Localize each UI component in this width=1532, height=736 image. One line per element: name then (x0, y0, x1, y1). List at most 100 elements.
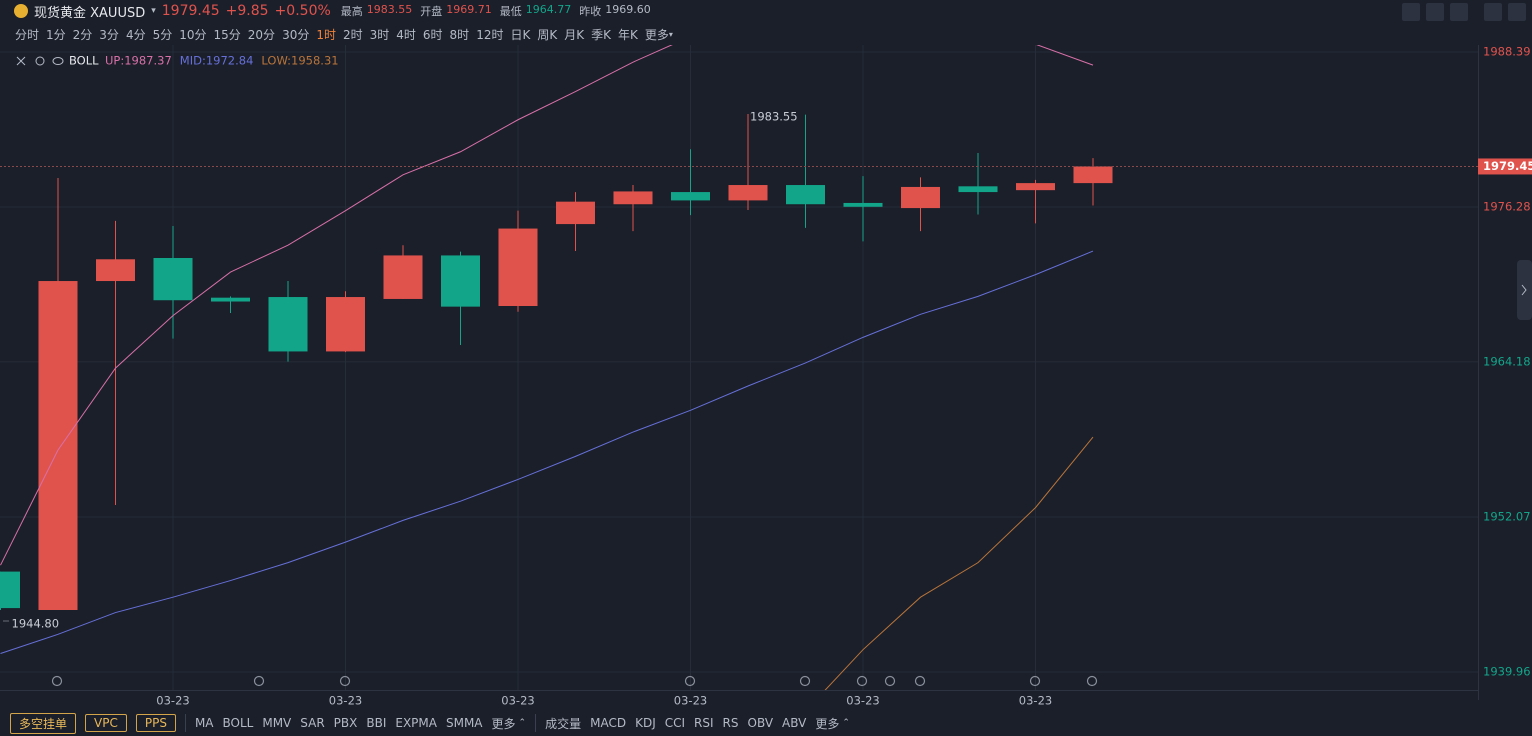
indicator[interactable]: 更多 (815, 716, 840, 731)
timeframe[interactable]: 周K (537, 27, 558, 42)
timeframes: 分时 1分 2分 3分 4分 5分 10分 15分 20分 30分 1时 2时 3时 4时 6时 8时 12时日… (15, 24, 673, 44)
legend-entry: MID:1972.84 (180, 54, 254, 68)
timeframe[interactable]: 4时 (396, 27, 416, 42)
stat-value: 1969.71 (446, 3, 492, 16)
indicator[interactable]: ABV (782, 716, 807, 730)
boll-line (0, 45, 1094, 566)
icon-button[interactable] (1484, 3, 1502, 21)
timeframe[interactable]: 20分 (247, 27, 276, 42)
toolbar-button[interactable]: PPS (135, 714, 176, 732)
timeframe[interactable]: 10分 (179, 27, 207, 42)
icon-button[interactable] (1450, 3, 1468, 21)
side-toggle[interactable] (1517, 260, 1532, 320)
stats: 最高 1983.55 开盘 1969.71 最低 1964.77 昨收 1969.60 (337, 3, 651, 19)
candle-body (498, 228, 538, 306)
candle-body (211, 297, 250, 302)
indicator[interactable]: PBX (333, 716, 358, 730)
caret: ⌃ (518, 718, 527, 728)
annotation: 1983.55 (750, 109, 798, 123)
legend-entry: UP:1987.37 (105, 54, 172, 68)
indicator[interactable]: 成交量 (545, 716, 582, 731)
header: 现货黄金 XAUUSD ▾ 1979.45 +9.85 +0.50% 最高 1983… (14, 0, 651, 22)
indicator[interactable]: 更多 (491, 716, 516, 731)
indicator[interactable]: EXPMA (395, 716, 437, 730)
icon-button[interactable] (1426, 3, 1444, 21)
x-tick-label: 03-23 (846, 694, 879, 708)
timeframe[interactable]: 12时 (476, 27, 504, 42)
timeframe[interactable]: 1分 (46, 27, 66, 42)
y-tick-label: 1939.96 (1483, 664, 1531, 678)
timeframe[interactable]: 5分 (152, 27, 173, 42)
change: +9.85 (225, 3, 269, 19)
y-tick-label: 1976.28 (1483, 200, 1531, 214)
indicator[interactable]: RS (722, 716, 739, 730)
legend-icons[interactable] (16, 56, 64, 66)
x-tick-label: 03-23 (156, 694, 189, 708)
indicator[interactable]: RSI (694, 716, 714, 730)
icon-button[interactable] (1508, 3, 1526, 21)
indicator[interactable]: MACD (590, 716, 627, 730)
timeframe[interactable]: 季K (591, 27, 611, 42)
timeframe[interactable]: 更多 (644, 27, 669, 42)
timeframe[interactable]: 3时 (369, 27, 390, 42)
caret: ▾ (668, 29, 673, 39)
symbol[interactable]: 现货黄金 XAUUSD (34, 5, 146, 21)
timeframe[interactable]: 4分 (125, 27, 146, 42)
timeframe[interactable]: 6时 (422, 27, 443, 42)
indicator[interactable]: BBI (366, 716, 387, 730)
clock-icons (51, 675, 1098, 687)
separator (535, 714, 537, 732)
timeframe[interactable]: 年K (617, 27, 638, 42)
indicator[interactable]: MA (194, 716, 214, 730)
candle-body (441, 255, 480, 307)
y-tick-label: 1988.39 (1483, 45, 1531, 59)
indicator[interactable]: SMMA (445, 716, 483, 730)
change-pct: +0.50% (274, 3, 331, 19)
stat-value: 1969.60 (605, 3, 651, 16)
indicator[interactable]: MMV (262, 716, 292, 730)
y-tick-label: 1964.18 (1483, 354, 1531, 368)
symbol-icon (14, 4, 28, 18)
last-price-label: 1979.45 (1483, 159, 1532, 173)
indicator[interactable]: SAR (300, 716, 325, 730)
timeframe[interactable]: 2分 (72, 27, 93, 42)
timeframe[interactable]: 2时 (342, 27, 363, 42)
indicator[interactable]: BOLL (222, 716, 254, 730)
timeframe[interactable]: 15分 (213, 27, 241, 42)
candle-body (268, 297, 308, 352)
timeframe[interactable]: 8时 (449, 27, 470, 42)
indicator[interactable]: KDJ (635, 716, 656, 730)
timeframe[interactable]: 分时 (15, 27, 40, 42)
timeframe[interactable]: 日K (510, 27, 531, 42)
toolbar-button[interactable]: VPC (85, 714, 127, 732)
separator (184, 714, 186, 732)
indicator[interactable]: CCI (664, 716, 686, 730)
candle-body (728, 185, 768, 201)
indicator-name: BOLL (69, 54, 99, 68)
icon-button[interactable] (1402, 3, 1420, 21)
caret: ⌃ (842, 718, 850, 728)
timeframe[interactable]: 1时 (316, 27, 336, 42)
timeframe[interactable]: 月K (564, 27, 585, 42)
candle-body (326, 297, 365, 352)
x-tick-label: 03-23 (329, 694, 362, 708)
candle-body (786, 185, 825, 205)
candle-body (1016, 183, 1055, 191)
indicator[interactable]: OBV (747, 716, 774, 730)
last-price-box (1478, 158, 1532, 175)
x-tick-label: 03-23 (501, 694, 534, 708)
toolbar-button[interactable]: 多空挂单 (10, 712, 77, 734)
timeframe[interactable]: 3分 (99, 27, 119, 42)
boll-line (0, 250, 1094, 654)
candle-body (96, 259, 135, 282)
candle-body (671, 192, 710, 201)
timeframe[interactable]: 30分 (282, 27, 310, 42)
stat-value: 1983.55 (366, 3, 413, 16)
stat-name: 最低 (499, 5, 522, 18)
side-toggle-icon (1521, 284, 1527, 296)
stat-name: 昨收 (579, 5, 602, 18)
candle-body (38, 281, 78, 610)
stat-name: 开盘 (420, 5, 443, 18)
